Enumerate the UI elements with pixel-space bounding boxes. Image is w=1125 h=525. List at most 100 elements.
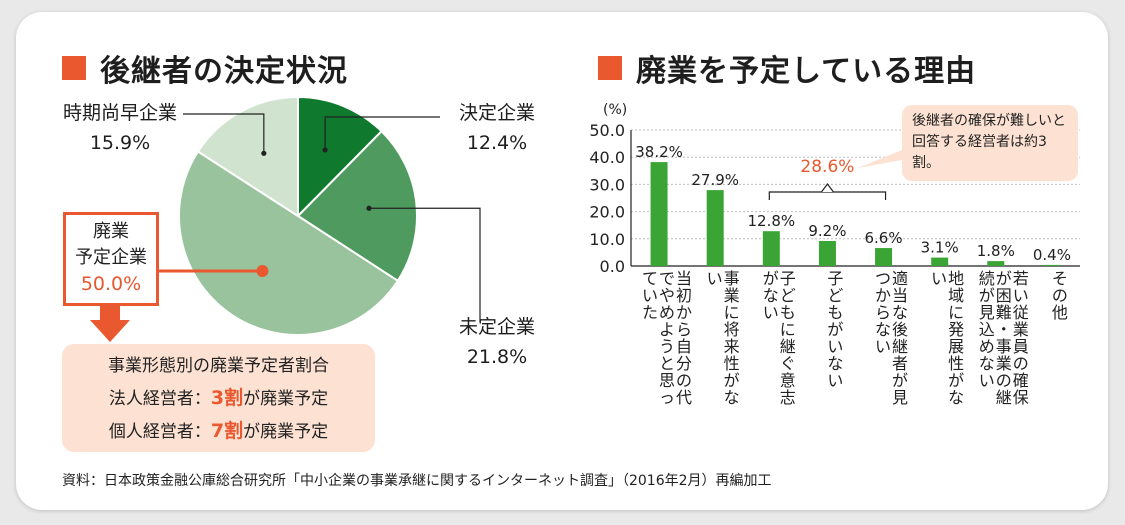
x-category-char: い xyxy=(875,337,891,356)
bar-value-label: 6.6% xyxy=(865,229,903,247)
pie-leader-dot xyxy=(261,150,267,156)
x-category-char: が xyxy=(996,269,1012,288)
note-box: 後継者の確保が難しいと回答する経営者は約3割。 xyxy=(902,105,1078,181)
pie-slice-value: 12.4% xyxy=(466,132,528,154)
x-category-char: 来 xyxy=(724,337,740,356)
info-row2-highlight: 7割 xyxy=(210,420,244,442)
x-category-char: の xyxy=(1052,286,1068,305)
x-category-char: ど xyxy=(827,286,843,305)
x-category-char: 当 xyxy=(892,286,908,305)
x-category-char: ぐ xyxy=(780,354,796,373)
info-box: 事業形態別の廃業予定者割合 法人経営者：3割が廃業予定 個人経営者：7割が廃業予… xyxy=(62,344,375,452)
x-category-char: か xyxy=(676,303,692,322)
x-category-char: な xyxy=(724,388,740,407)
x-category-char: 者 xyxy=(892,354,908,373)
y-tick-label: 0.0 xyxy=(600,257,625,276)
x-category-char: 見 xyxy=(892,388,908,407)
x-category-char: い xyxy=(763,303,779,322)
x-category-char: 確 xyxy=(1013,371,1029,390)
source-text: 資料：日本政策金融公庫総合研究所「中小企業の事業承継に関するインターネット調査」… xyxy=(62,473,772,489)
x-category-char: っ xyxy=(659,388,675,407)
x-category-char: か xyxy=(875,286,891,305)
x-category-char: に xyxy=(780,320,796,339)
down-arrow-icon xyxy=(100,306,120,320)
x-category-char: 性 xyxy=(948,354,964,373)
x-category-char: な xyxy=(892,303,908,322)
orange-square-icon xyxy=(598,56,622,80)
x-category-char: ら xyxy=(676,320,692,339)
x-category-char: が xyxy=(724,371,740,390)
pie-slice-value: 21.8% xyxy=(466,346,528,368)
bar xyxy=(987,261,1005,266)
bar-value-label: 1.8% xyxy=(977,242,1015,260)
y-tick-label: 50.0 xyxy=(589,121,625,140)
pie-leader-dot xyxy=(366,205,372,211)
x-category-char: 子 xyxy=(827,269,843,288)
x-category-char: も xyxy=(827,303,843,322)
x-category-char: も xyxy=(780,303,796,322)
x-category-char: て xyxy=(642,269,658,288)
x-category-char: 他 xyxy=(1052,303,1068,322)
x-category-char: が xyxy=(827,320,843,339)
left-section-title: 後継者の決定状況 xyxy=(62,46,348,90)
x-category-char: と xyxy=(659,354,675,373)
x-category-char: 従 xyxy=(1013,303,1029,322)
x-category-char: 域 xyxy=(948,286,964,305)
x-category-char: な xyxy=(763,286,779,305)
bar xyxy=(650,162,668,266)
info-row1-prefix: 法人経営者： xyxy=(108,389,211,409)
pie-leader-dot xyxy=(322,147,328,153)
x-category-char: 発 xyxy=(948,320,964,339)
x-category-char: 志 xyxy=(780,388,796,407)
x-category-char: め xyxy=(979,337,995,356)
right-section-title: 廃業を予定している理由 xyxy=(598,46,976,90)
y-tick-label: 40.0 xyxy=(589,148,625,167)
x-category-char: 代 xyxy=(676,388,692,407)
bar-value-label: 12.8% xyxy=(747,212,795,230)
x-category-char: 当 xyxy=(676,269,692,288)
x-category-char: い xyxy=(707,269,723,288)
y-tick-label: 10.0 xyxy=(589,230,625,249)
x-category-char: や xyxy=(659,286,675,305)
bar-value-label: 27.9% xyxy=(691,171,739,189)
y-tick-label: 30.0 xyxy=(589,175,625,194)
x-category-char: な xyxy=(827,354,843,373)
pie-leader-line xyxy=(183,113,265,154)
pie-leader-dot-haigyo xyxy=(256,264,269,277)
x-category-char: そ xyxy=(1052,269,1068,288)
x-category-char: 込 xyxy=(979,320,995,339)
info-row1-suffix: が廃業予定 xyxy=(243,389,329,409)
x-category-char: 地 xyxy=(948,269,964,288)
note-pointer xyxy=(858,150,902,168)
x-category-char: よ xyxy=(659,320,675,339)
callout-value: 50.0% xyxy=(80,273,142,295)
x-category-char: な xyxy=(875,320,891,339)
x-category-char: ど xyxy=(780,286,796,305)
x-category-char: 業 xyxy=(1013,320,1029,339)
bar xyxy=(931,257,949,266)
bar xyxy=(762,231,780,266)
orange-square-icon xyxy=(62,56,86,80)
right-title-text: 廃業を予定している理由 xyxy=(636,54,977,89)
x-category-char: に xyxy=(948,303,964,322)
x-category-char: い xyxy=(827,371,843,390)
x-category-char: な xyxy=(979,354,995,373)
x-category-char: が xyxy=(979,286,995,305)
pie-slice-name: 時期尚早企業 xyxy=(62,102,177,124)
pie-label-jiki: 時期尚早企業 15.9% xyxy=(60,98,180,158)
bracket-peak xyxy=(820,183,834,193)
x-category-char: 意 xyxy=(780,371,796,390)
pie-slice-kettei xyxy=(297,95,383,219)
x-category-char: 業 xyxy=(724,286,740,305)
x-category-char: 自 xyxy=(676,337,692,356)
x-category-label: その他 xyxy=(1052,269,1068,322)
left-title-text: 後継者の決定状況 xyxy=(100,54,348,89)
callout-line2: 予定企業 xyxy=(75,247,147,268)
x-category-char: い xyxy=(931,269,947,288)
